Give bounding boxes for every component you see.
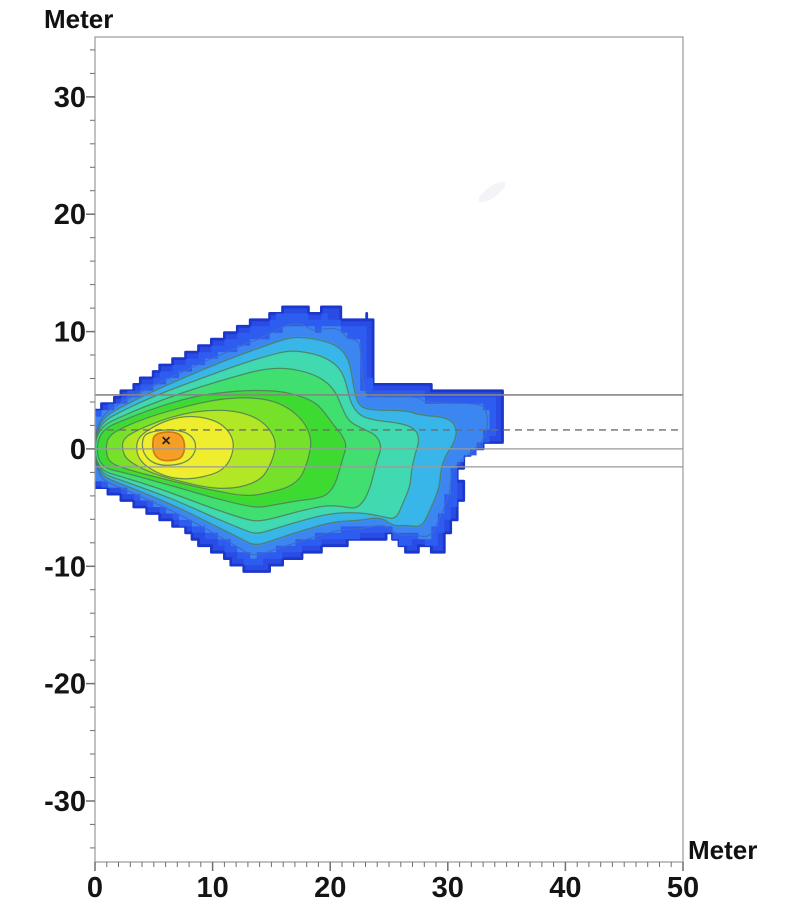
x-axis-tick-labels: 0 10 20 30 40 50 (87, 872, 699, 904)
y-tick-label-0: 0 (70, 434, 86, 466)
x-tick-label-0: 0 (87, 872, 103, 904)
x-tick-label-50: 50 (667, 872, 699, 904)
source-marker (162, 436, 171, 445)
x-tick-label-30: 30 (432, 872, 464, 904)
y-axis-ticks (86, 49, 95, 849)
contour-teal (95, 350, 420, 534)
x-axis-ticks (94, 862, 684, 871)
contour-light-green (105, 397, 312, 497)
contour-orange-core (151, 431, 186, 462)
contour-spring-green (95, 367, 382, 522)
y-tick-label-10: 10 (54, 317, 86, 349)
contour-azure (95, 323, 488, 556)
reference-lines (95, 394, 683, 468)
band-orange-core (152, 432, 185, 461)
y-tick-label-20: 20 (54, 199, 86, 231)
y-axis-tick-labels: -30 -20 -10 0 10 20 30 (44, 82, 86, 818)
contour-lines (95, 323, 488, 556)
artifact-smudge (478, 181, 506, 203)
y-axis-unit-label: Meter (44, 4, 114, 34)
y-tick-label--10: -10 (44, 551, 86, 583)
x-tick-label-20: 20 (314, 872, 346, 904)
y-tick-label--30: -30 (44, 786, 86, 818)
y-tick-label--20: -20 (44, 669, 86, 701)
x-tick-label-10: 10 (196, 872, 228, 904)
x-axis-unit-label: Meter (688, 835, 758, 865)
y-tick-label-30: 30 (54, 82, 86, 114)
x-tick-label-40: 40 (549, 872, 581, 904)
contour-green (96, 389, 347, 508)
contour-cyan (95, 336, 457, 546)
